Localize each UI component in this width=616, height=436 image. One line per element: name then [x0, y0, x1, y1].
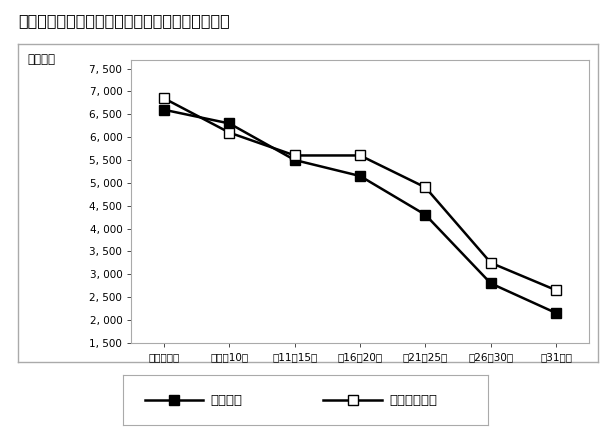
新規登録物件 [422, 185, 429, 190]
成約物件 [422, 212, 429, 218]
Text: （万円）: （万円） [27, 53, 55, 66]
成約物件 [487, 281, 495, 286]
新規登録物件 [357, 153, 364, 158]
Line: 成約物件: 成約物件 [159, 105, 561, 318]
新規登録物件 [225, 130, 233, 135]
新規登録物件 [553, 288, 560, 293]
成約物件 [225, 121, 233, 126]
新規登録物件 [291, 153, 299, 158]
Text: 新規登録物件: 新規登録物件 [389, 394, 437, 406]
成約物件 [160, 107, 168, 112]
新規登録物件 [487, 260, 495, 266]
Text: 成約物件: 成約物件 [210, 394, 242, 406]
Text: 図表６－１　中古マンションの築年帯別平均価格: 図表６－１ 中古マンションの築年帯別平均価格 [18, 13, 230, 28]
成約物件 [553, 310, 560, 316]
新規登録物件 [160, 96, 168, 101]
成約物件 [357, 174, 364, 179]
Line: 新規登録物件: 新規登録物件 [159, 93, 561, 295]
成約物件 [291, 157, 299, 163]
